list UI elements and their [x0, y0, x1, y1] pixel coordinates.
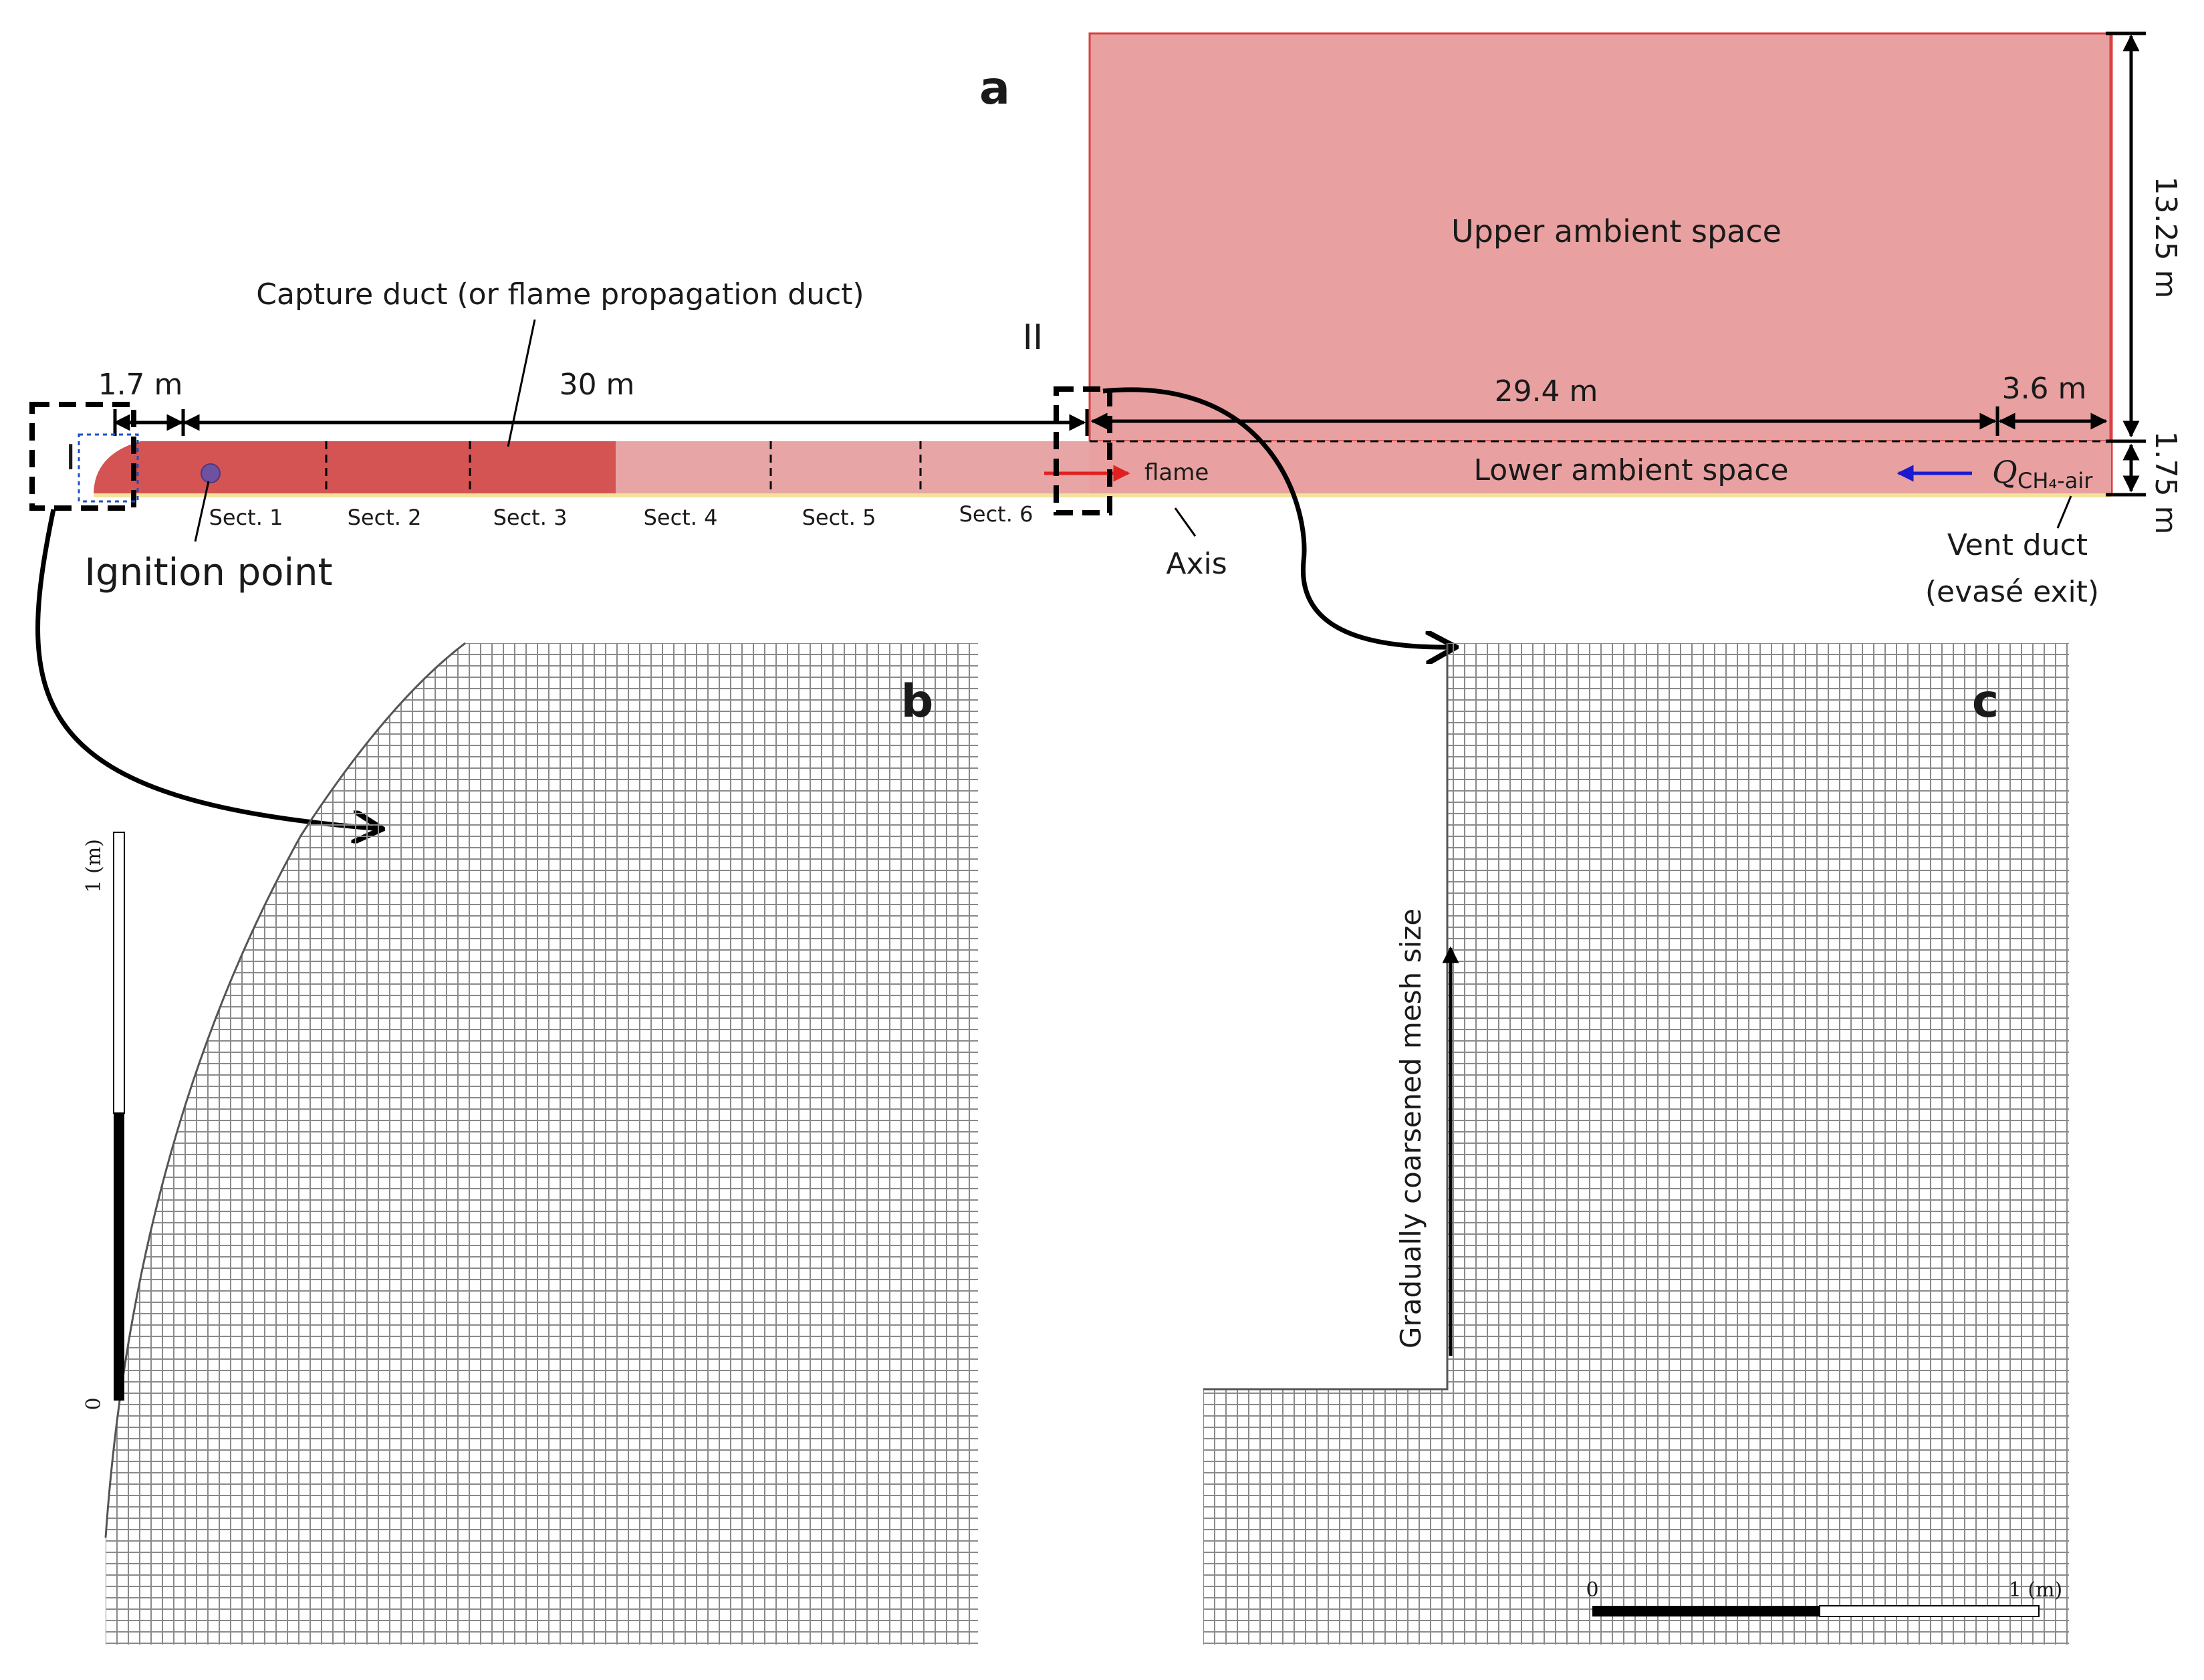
vdim-lower-label: 1.75 m [2149, 431, 2183, 535]
vdim-upper-label: 13.25 m [2149, 176, 2183, 299]
axis-label: Axis [1166, 547, 1227, 581]
ignition-leader [194, 481, 210, 542]
dimension-label-1.7m: 1.7 m [98, 368, 183, 402]
zoom-box-2 [1054, 386, 1112, 515]
gas-inflow-symbol: Q [1992, 454, 2017, 490]
flame-label: flame [1144, 459, 1209, 486]
gas-inflow-subscript: CH₄-air [2017, 468, 2093, 493]
panel-label-b: b [901, 675, 934, 728]
lower-space-label: Lower ambient space [1473, 453, 1788, 487]
capture-duct-label: Capture duct (or flame propagation duct) [256, 277, 864, 312]
duct-section-2 [326, 441, 470, 495]
vent-duct-sublabel: (evasé exit) [1925, 575, 2099, 609]
section-label-1: Sect. 1 [209, 505, 283, 530]
mesh-b [106, 643, 978, 1645]
scale-bar-c-one-label: 1 (m) [2009, 1578, 2062, 1602]
floor-strip [94, 493, 2111, 497]
section-dividers [325, 441, 922, 495]
section-label-5: Sect. 5 [802, 505, 876, 530]
upper-ambient-space [1088, 32, 2112, 443]
scale-bar-b-light [113, 832, 125, 1114]
duct-section-3 [470, 441, 616, 495]
panel-label-a: a [979, 62, 1010, 115]
region-label-1: I [66, 438, 76, 478]
section-label-4: Sect. 4 [644, 505, 718, 530]
mesh-c [1203, 643, 2069, 1645]
vent-duct-leader [2056, 495, 2072, 529]
connector-curve-1 [35, 509, 382, 829]
duct-section-1 [140, 441, 326, 495]
scale-bar-b-dark [114, 1113, 124, 1401]
capture-duct-leader [507, 319, 536, 447]
mesh-b-boundary [104, 642, 466, 1538]
scale-bar-b-one-label: 1 (m) [82, 839, 106, 892]
lower-ambient-space [1090, 441, 2111, 493]
scale-bar-c-light [1819, 1605, 2040, 1617]
coarsening-label: Gradually coarsened mesh size [1394, 909, 1427, 1348]
scale-bar-c-zero-label: 0 [1586, 1578, 1598, 1602]
dimension-label-29.4m: 29.4 m [1495, 374, 1598, 408]
duct-section-4 [616, 441, 771, 495]
dimension-label-30m: 30 m [560, 368, 635, 402]
dimension-label-3.6m: 3.6 m [2002, 372, 2087, 406]
section-label-6: Sect. 6 [959, 501, 1033, 527]
zoom-box-1 [29, 402, 136, 511]
duct-rounded-end [94, 441, 140, 495]
ignition-label: Ignition point [85, 551, 333, 594]
section-label-3: Sect. 3 [493, 505, 568, 530]
scale-bar-b-zero-label: 0 [82, 1397, 106, 1410]
mesh-c-boundary [1203, 643, 1449, 1391]
vent-duct-label: Vent duct [1947, 528, 2088, 562]
duct-section-6 [921, 441, 1090, 495]
zoom-box-1-inner [78, 433, 139, 503]
panel-label-c: c [1972, 675, 1999, 728]
region-label-2: II [1023, 318, 1044, 358]
duct-section-5 [771, 441, 921, 495]
scale-bar-c-dark [1592, 1606, 1820, 1616]
upper-space-label: Upper ambient space [1451, 213, 1782, 249]
axis-leader [1174, 507, 1197, 537]
section-label-2: Sect. 2 [348, 505, 422, 530]
ignition-point-marker [201, 463, 221, 483]
connector-curve-2 [1102, 387, 1456, 647]
